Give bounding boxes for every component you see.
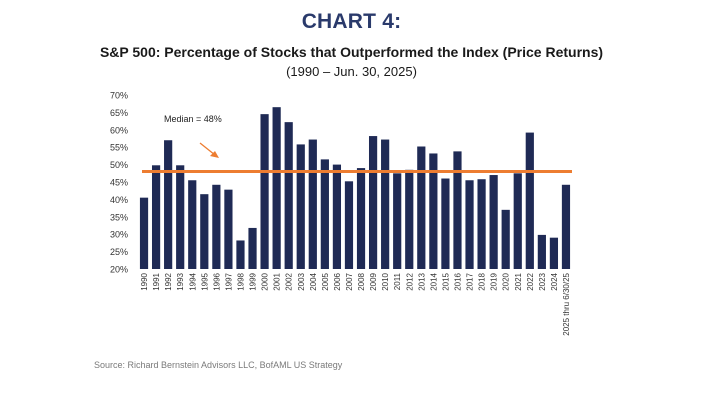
bar-2009 (368, 136, 378, 269)
x-tick-label: 1994 (188, 272, 197, 290)
bar-2001 (272, 107, 281, 270)
x-tick-label: 1992 (164, 272, 173, 290)
chart-subtitle: (1990 – Jun. 30, 2025) (286, 64, 417, 79)
bar-1994 (188, 180, 197, 269)
x-tick-label: 2020 (502, 272, 511, 290)
x-tick-label: 2015 (441, 272, 450, 290)
x-tick-label: 2000 (261, 272, 270, 290)
bar-2020 (501, 209, 510, 269)
x-tick-label: 2008 (357, 272, 366, 290)
bar-1993 (176, 165, 185, 269)
y-tick-label: 40% (110, 195, 128, 205)
x-tick-label: 2007 (345, 272, 354, 290)
y-tick-label: 70% (110, 91, 128, 101)
bar-2022 (525, 132, 534, 269)
source-note: Source: Richard Bernstein Advisors LLC, … (94, 360, 343, 370)
x-tick-label: 2016 (453, 272, 462, 290)
x-tick-label: 1999 (249, 272, 258, 290)
x-tick-label: 2002 (285, 272, 294, 290)
x-tick-label: 2023 (538, 272, 547, 290)
x-tick-label: 2018 (478, 272, 487, 290)
bar-2017 (465, 180, 474, 269)
bar-1992 (164, 140, 173, 269)
x-tick-label: 2003 (297, 272, 306, 290)
x-tick-label: 2025 thru 6/30/25 (562, 272, 571, 335)
y-tick-label: 50% (110, 160, 128, 170)
x-tick-label: 2005 (321, 272, 330, 290)
y-tick-label: 65% (110, 108, 128, 118)
bar-2005 (320, 159, 329, 269)
x-tick-label: 2006 (333, 272, 342, 290)
bar-2013 (417, 146, 426, 269)
bar-2019 (489, 175, 498, 269)
x-tick-label: 1990 (140, 272, 149, 290)
median-annotation: Median = 48% (164, 114, 222, 124)
x-tick-label: 2001 (273, 272, 282, 290)
median-arrow-shaft (199, 142, 216, 156)
chart-title: S&P 500: Percentage of Stocks that Outpe… (99, 44, 604, 60)
bar-2006 (332, 164, 342, 269)
y-tick-label: 20% (110, 265, 128, 275)
chart-number-heading: CHART 4: (301, 10, 402, 33)
bar-2008 (356, 168, 366, 269)
bar-1996 (212, 184, 221, 269)
x-tick-label: 2012 (405, 272, 414, 290)
x-tick-label: 2014 (429, 272, 438, 290)
median-arrow-head (210, 151, 219, 158)
bar-1991 (151, 165, 161, 269)
y-tick-label: 35% (110, 212, 128, 222)
x-tick-label: 2013 (417, 272, 426, 290)
x-tick-label: 1991 (152, 272, 161, 290)
bar-2024 (549, 237, 559, 269)
x-tick-label: 2010 (381, 272, 390, 290)
bar-2025-thru-6-30-25 (561, 184, 571, 269)
bar-2010 (381, 139, 390, 269)
bar-1999 (248, 227, 257, 269)
bar-2007 (344, 181, 354, 269)
x-tick-label: 2017 (466, 272, 475, 290)
x-tick-label: 1997 (224, 272, 233, 290)
x-tick-label: 2011 (393, 272, 402, 290)
bar-1998 (236, 240, 245, 269)
bar-2012 (405, 169, 414, 269)
bar-2023 (537, 234, 546, 269)
x-tick-label: 2024 (550, 272, 559, 290)
y-tick-label: 30% (110, 230, 128, 240)
bar-1990 (139, 197, 149, 269)
bar-2018 (477, 179, 486, 269)
y-tick-label: 60% (110, 125, 128, 135)
x-tick-label: 2004 (309, 272, 318, 290)
bar-2003 (296, 144, 305, 269)
bar-2000 (260, 114, 269, 269)
bar-2015 (441, 178, 450, 269)
x-tick-label: 2022 (526, 272, 535, 290)
y-tick-label: 25% (110, 247, 128, 257)
bar-2021 (513, 173, 522, 269)
x-tick-label: 1996 (212, 272, 221, 290)
bar-1995 (200, 194, 209, 269)
bar-2002 (284, 122, 293, 269)
bar-2014 (429, 153, 438, 269)
x-tick-label: 1998 (236, 272, 245, 290)
y-tick-label: 55% (110, 143, 128, 153)
bar-2011 (393, 173, 402, 269)
x-tick-label: 2019 (490, 272, 499, 290)
bar-2004 (308, 139, 317, 269)
y-tick-label: 45% (110, 178, 128, 188)
x-tick-label: 1995 (200, 272, 209, 290)
x-tick-label: 1993 (176, 272, 185, 290)
x-tick-label: 2021 (514, 272, 523, 290)
bar-1997 (224, 189, 233, 269)
bar-2016 (453, 151, 462, 269)
x-tick-label: 2009 (369, 272, 378, 290)
